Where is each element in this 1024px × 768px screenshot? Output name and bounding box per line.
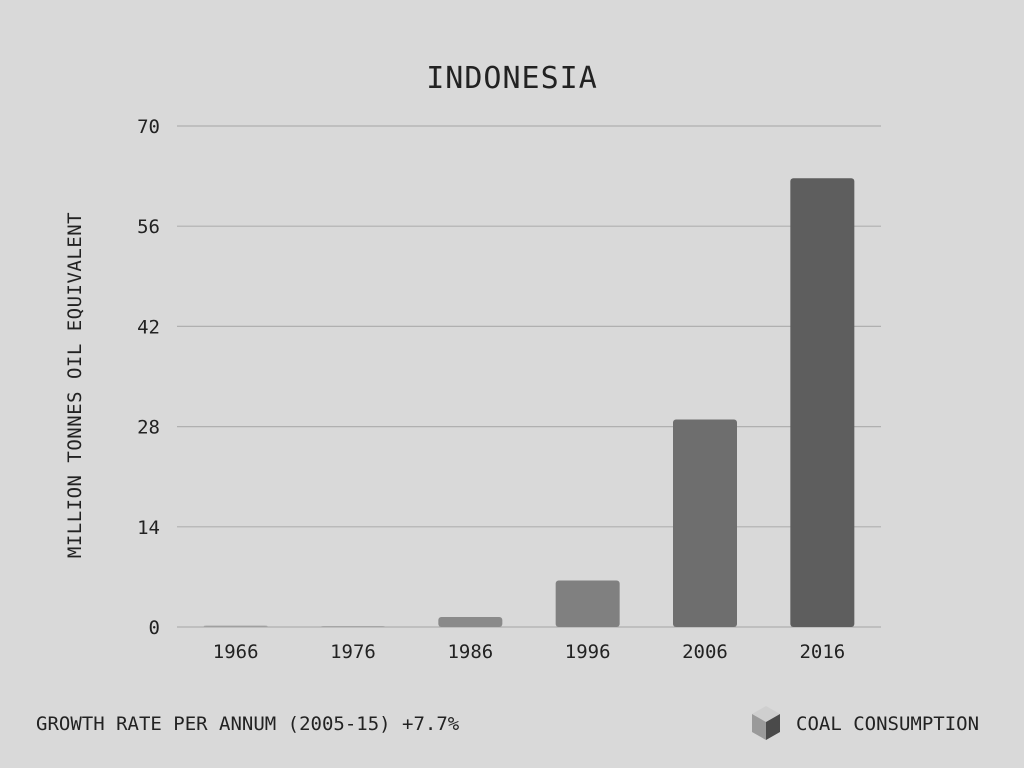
bar-2016 xyxy=(790,178,855,628)
x-tick-label: 1986 xyxy=(447,641,493,663)
y-axis-title: MILLION TONNES OIL EQUIVALENT xyxy=(64,212,86,558)
cube-icon xyxy=(752,706,780,740)
growth-rate-label: GROWTH RATE PER ANNUM (2005-15) +7.7% xyxy=(36,713,460,735)
bar-1966 xyxy=(203,625,268,627)
y-tick-label: 0 xyxy=(149,617,160,639)
x-tick-label: 1966 xyxy=(213,641,259,663)
bar-2006 xyxy=(673,419,737,627)
bar-1986 xyxy=(438,616,503,627)
bar-1976 xyxy=(321,626,385,627)
bar-1996 xyxy=(555,580,620,627)
x-tick-label: 2016 xyxy=(799,641,845,663)
y-tick-label: 28 xyxy=(137,417,160,439)
y-tick-label: 14 xyxy=(137,517,160,539)
y-tick-label: 42 xyxy=(137,316,160,338)
y-tick-label: 56 xyxy=(137,216,160,238)
chart-title: INDONESIA xyxy=(426,61,598,96)
y-axis-ticks: 0 14 28 42 56 70 xyxy=(137,116,160,639)
x-tick-label: 2006 xyxy=(682,641,728,663)
x-tick-label: 1976 xyxy=(330,641,376,663)
y-tick-label: 70 xyxy=(137,116,160,138)
x-axis-ticks: 1966 1976 1986 1996 2006 2016 xyxy=(213,641,845,663)
x-tick-label: 1996 xyxy=(565,641,611,663)
gridlines xyxy=(177,125,881,628)
bars xyxy=(203,178,855,628)
legend-label: COAL CONSUMPTION xyxy=(796,713,979,735)
